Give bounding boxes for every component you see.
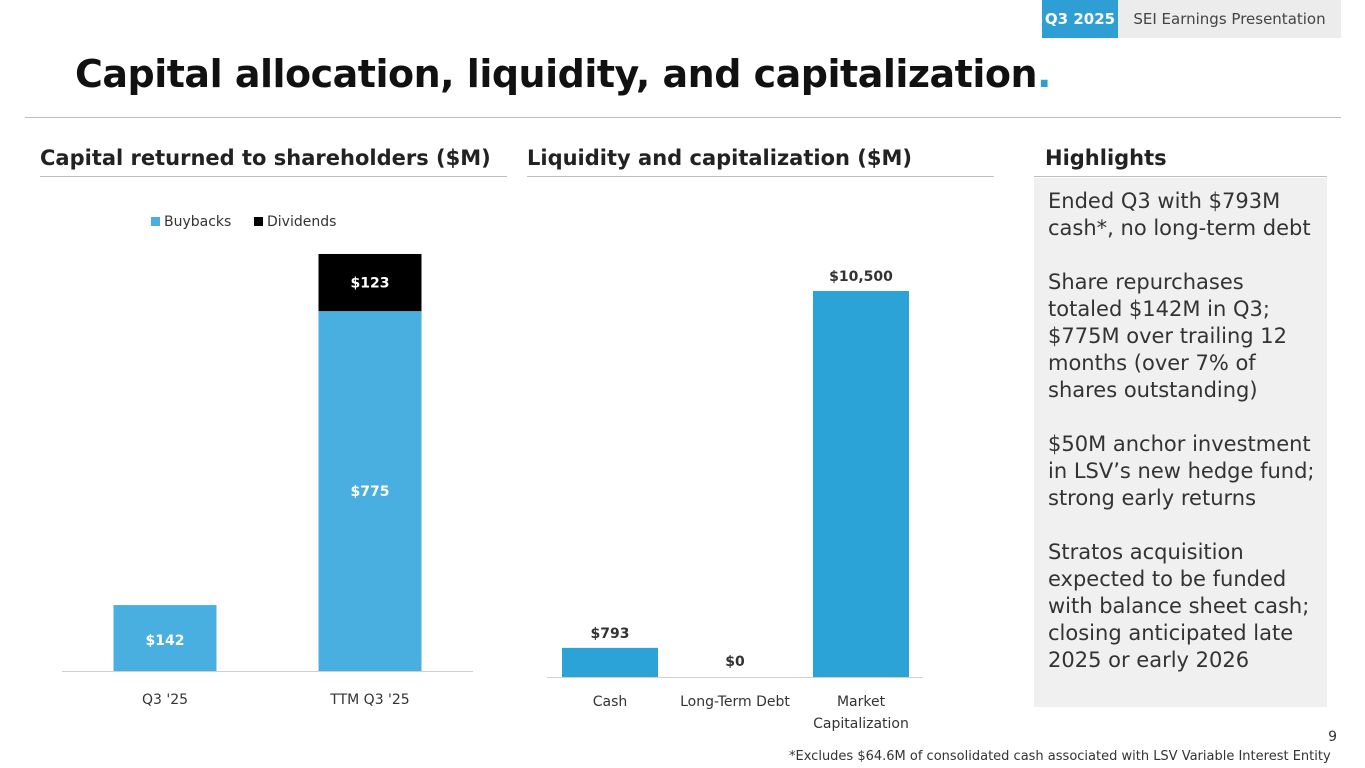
title-divider xyxy=(25,117,1341,118)
highlights-panel: Ended Q3 with $793M cash*, no long-term … xyxy=(1034,178,1327,707)
page-number: 9 xyxy=(1328,729,1337,745)
title-accent-dot: . xyxy=(1037,52,1051,96)
liquidity-chart: $793 Cash $0 Long-Term Debt $10,500 Market Cap… xyxy=(547,269,923,732)
bar-buybacks-1 xyxy=(318,311,422,671)
x-tick-label-1: TTM Q3 '25 xyxy=(329,692,409,708)
highlight-item-repurchases: Share repurchases totaled $142M in Q3; $… xyxy=(1048,270,1288,402)
highlights-list: Ended Q3 with $793M cash*, no long-term … xyxy=(1034,178,1327,674)
x-tick-label-0: Q3 '25 xyxy=(142,692,188,708)
highlight-item-cash: Ended Q3 with $793M cash*, no long-term … xyxy=(1048,189,1311,240)
data-label-buybacks-1: $775 xyxy=(351,484,390,500)
legend-swatch-dividends xyxy=(254,217,263,226)
section-divider-capital-returned xyxy=(40,176,507,177)
x-tick-label-2-line-0: Market xyxy=(837,694,886,710)
period-badge: Q3 2025 xyxy=(1042,0,1118,38)
page-title-text: Capital allocation, liquidity, and capit… xyxy=(75,52,1038,96)
legend-label-dividends: Dividends xyxy=(267,214,336,230)
data-label-1: $0 xyxy=(725,654,745,670)
capital-returned-chart: Buybacks Dividends $142 Q3 '25 $775 $123 TTM Q… xyxy=(62,214,473,708)
legend-label-buybacks: Buybacks xyxy=(164,214,231,230)
highlight-item-lsv-investment: $50M anchor investment in LSV’s new hedg… xyxy=(1048,432,1315,510)
x-tick-label-2-line-1: Capitalization xyxy=(813,716,909,732)
legend-swatch-buybacks xyxy=(151,217,160,226)
page-title: Capital allocation, liquidity, and capit… xyxy=(75,52,1051,96)
data-label-2: $10,500 xyxy=(829,269,893,285)
bar-dividends-1 xyxy=(318,254,422,312)
section-divider-liquidity xyxy=(527,176,994,177)
section-divider-highlights xyxy=(1034,176,1327,177)
section-title-liquidity: Liquidity and capitalization ($M) xyxy=(527,146,912,170)
x-tick-label-1: Long-Term Debt xyxy=(680,694,790,710)
section-title-highlights: Highlights xyxy=(1045,146,1167,170)
bar-0 xyxy=(562,647,658,677)
highlight-item-stratos: Stratos acquisition expected to be funde… xyxy=(1048,540,1310,672)
presentation-label: SEI Earnings Presentation xyxy=(1118,0,1341,38)
x-tick-label-0: Cash xyxy=(593,694,628,710)
section-title-capital-returned: Capital returned to shareholders ($M) xyxy=(40,146,491,170)
bar-buybacks-0 xyxy=(113,605,217,671)
data-label-0: $793 xyxy=(591,626,630,642)
bar-2 xyxy=(813,291,909,677)
data-label-buybacks-0: $142 xyxy=(146,633,185,649)
footnote: *Excludes $64.6M of consolidated cash as… xyxy=(789,749,1331,764)
data-label-dividends-1: $123 xyxy=(351,276,390,292)
